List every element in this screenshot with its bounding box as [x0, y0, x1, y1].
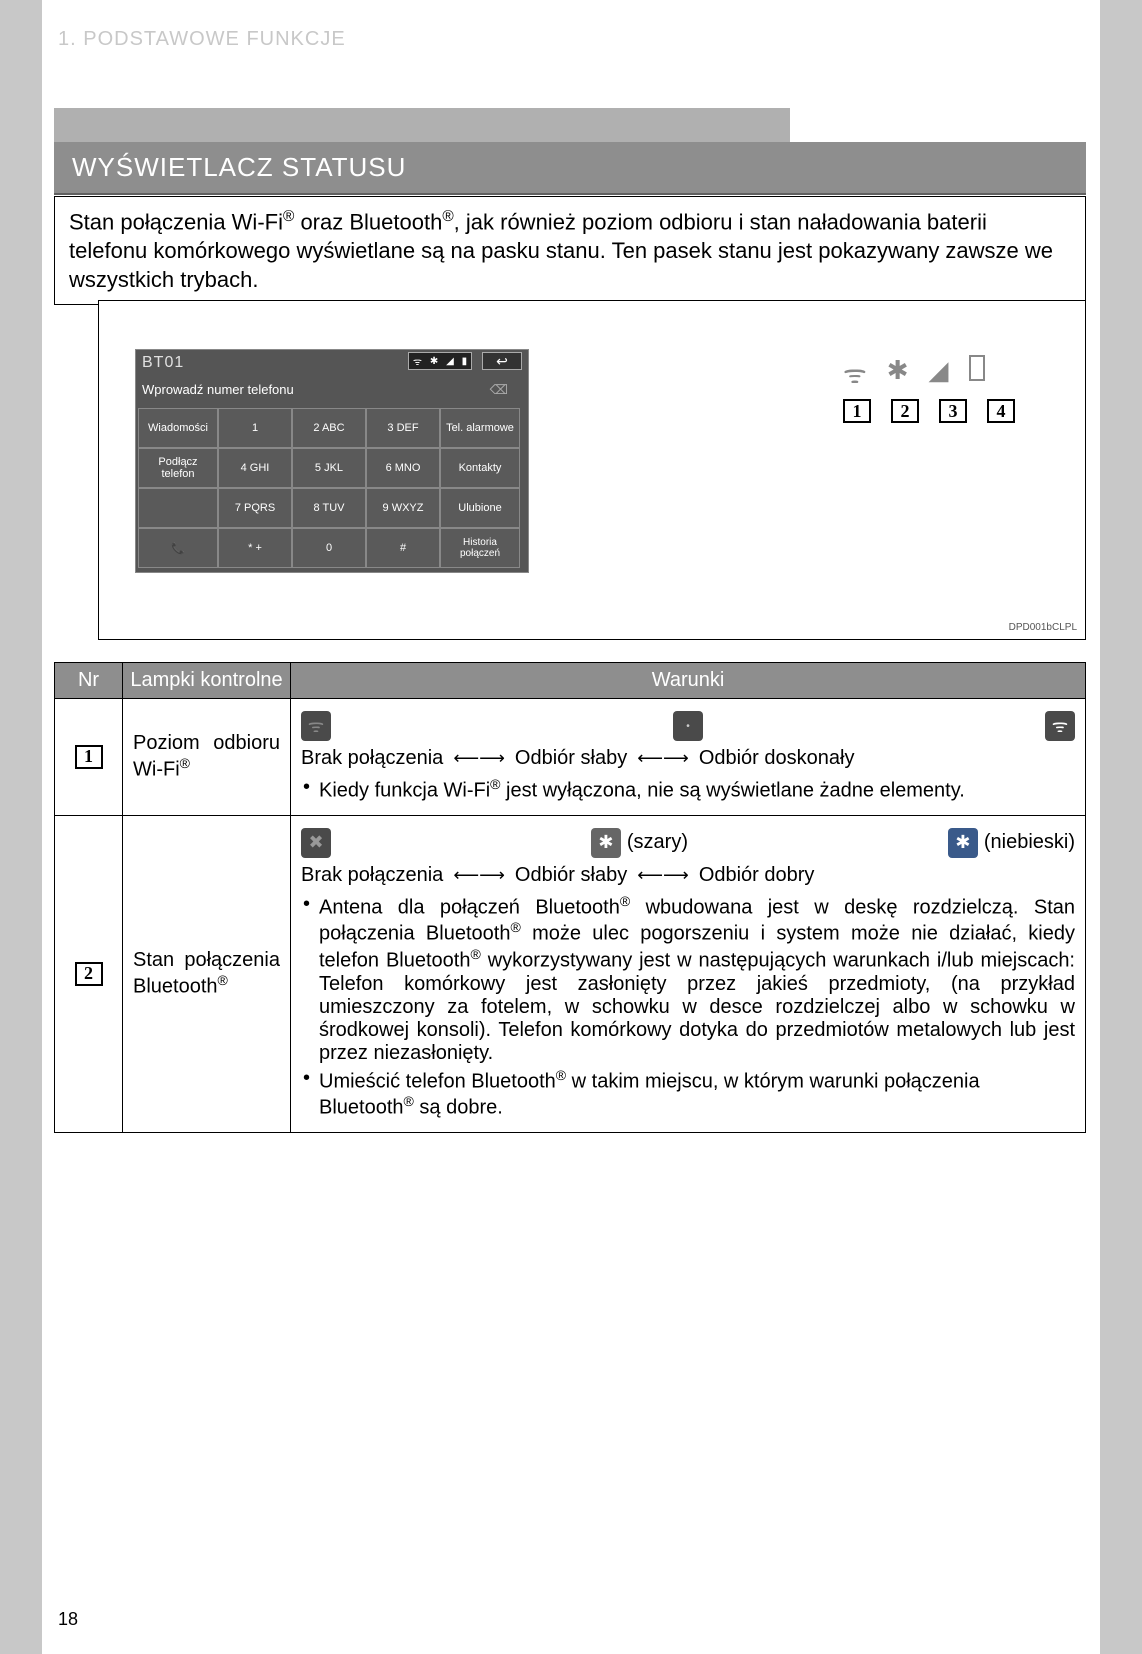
key-star[interactable]: * +	[218, 528, 292, 568]
th-nr: Nr	[55, 663, 123, 699]
right-btn[interactable]: Tel. alarmowe	[440, 408, 520, 448]
legend-num: 3	[939, 399, 967, 423]
right-btn[interactable]: Kontakty	[440, 448, 520, 488]
signal-icon: ◢	[929, 355, 949, 391]
signal-icon: ◢	[446, 356, 454, 367]
bt-blue-icon: ✱	[948, 828, 978, 858]
bluetooth-icon: ✱	[430, 356, 438, 367]
section-header: WYŚWIETLACZ STATUSU	[54, 108, 1086, 195]
key-9[interactable]: 9 WXYZ	[366, 488, 440, 528]
legend-num: 2	[891, 399, 919, 423]
battery-icon: ▮	[462, 356, 468, 367]
row-num: 2	[75, 962, 103, 986]
bt-blue-label: (niebieski)	[984, 831, 1075, 854]
breadcrumb: 1. PODSTAWOWE FUNKCJE	[42, 20, 1100, 56]
key-hash[interactable]: #	[366, 528, 440, 568]
bluetooth-icon: ✱	[887, 355, 909, 391]
bt-gray-icon: ✱	[591, 828, 621, 858]
bi-arrow-icon: ⟵⟶	[637, 865, 689, 886]
bullet: Umieścić telefon Bluetooth® w takim miej…	[301, 1067, 1075, 1120]
row-label: Stan połączenia Bluetooth®	[123, 815, 291, 1132]
wifi-off-icon: ᯤ	[301, 711, 331, 741]
bi-arrow-icon: ⟵⟶	[453, 865, 505, 886]
table-row: 2 Stan połączenia Bluetooth® ✖ ✱ (szary)…	[55, 815, 1086, 1132]
label-good: Odbiór dobry	[699, 864, 815, 887]
label-off: Brak połączenia	[301, 864, 443, 887]
bt-off-icon: ✖	[301, 828, 331, 858]
page-number: 18	[58, 1609, 78, 1630]
key-2[interactable]: 2 ABC	[292, 408, 366, 448]
battery-icon	[969, 355, 985, 381]
row-num: 1	[75, 745, 103, 769]
key-8[interactable]: 8 TUV	[292, 488, 366, 528]
key-5[interactable]: 5 JKL	[292, 448, 366, 488]
wifi-icon: ᯤ	[843, 355, 867, 391]
keypad: Wiadomości 1 2 ABC 3 DEF Tel. alarmowe P…	[138, 408, 528, 568]
wifi-weak-icon: •	[673, 711, 703, 741]
legend: ᯤ ✱ ◢ 1 2 3 4	[843, 355, 1015, 423]
right-btn[interactable]: Ulubione	[440, 488, 520, 528]
wifi-icon: ᯤ	[413, 354, 422, 368]
bullet: Kiedy funkcja Wi-Fi® jest wyłączona, nie…	[301, 776, 1075, 803]
side-btn	[138, 488, 218, 528]
status-table: Nr Lampki kontrolne Warunki 1 Poziom odb…	[54, 662, 1086, 1133]
bi-arrow-icon: ⟵⟶	[453, 748, 505, 769]
phone-title: BT01	[142, 354, 184, 372]
key-4[interactable]: 4 GHI	[218, 448, 292, 488]
legend-num: 4	[987, 399, 1015, 423]
side-btn[interactable]: Podłącz telefon	[138, 448, 218, 488]
figure-code: DPD001bCLPL	[1009, 622, 1077, 633]
row-cond: ᯤ • ᯤ Brak połączenia ⟵⟶ Odbiór słaby ⟵⟶…	[291, 699, 1086, 816]
bi-arrow-icon: ⟵⟶	[637, 748, 689, 769]
backspace-icon[interactable]: ⌫	[490, 382, 508, 398]
legend-num: 1	[843, 399, 871, 423]
page: 1. PODSTAWOWE FUNKCJE WYŚWIETLACZ STATUS…	[42, 0, 1100, 1654]
label-mid: Odbiór słaby	[515, 747, 627, 770]
key-0[interactable]: 0	[292, 528, 366, 568]
intro-text: Stan połączenia Wi-Fi® oraz Bluetooth®, …	[54, 196, 1086, 305]
back-button[interactable]: ↩	[482, 352, 522, 370]
figure: BT01 ᯤ ✱ ◢ ▮ ↩ Wprowadź numer telefonu ⌫…	[98, 300, 1086, 640]
th-lamp: Lampki kontrolne	[123, 663, 291, 699]
key-1[interactable]: 1	[218, 408, 292, 448]
row-cond: ✖ ✱ (szary) ✱ (niebieski) Brak połączeni…	[291, 815, 1086, 1132]
table-row: 1 Poziom odbioru Wi-Fi® ᯤ • ᯤ Brak połąc…	[55, 699, 1086, 816]
bullet: Antena dla połączeń Bluetooth® wbudowana…	[301, 893, 1075, 1065]
key-7[interactable]: 7 PQRS	[218, 488, 292, 528]
key-6[interactable]: 6 MNO	[366, 448, 440, 488]
label-good: Odbiór doskonały	[699, 747, 855, 770]
key-3[interactable]: 3 DEF	[366, 408, 440, 448]
wifi-good-icon: ᯤ	[1045, 711, 1075, 741]
label-mid: Odbiór słaby	[515, 864, 627, 887]
label-off: Brak połączenia	[301, 747, 443, 770]
th-cond: Warunki	[291, 663, 1086, 699]
call-icon[interactable]: 📞	[138, 528, 218, 568]
right-btn[interactable]: Historia połączeń	[440, 528, 520, 568]
row-label: Poziom odbioru Wi-Fi®	[123, 699, 291, 816]
side-btn[interactable]: Wiadomości	[138, 408, 218, 448]
phone-status-bar: ᯤ ✱ ◢ ▮	[408, 352, 472, 370]
phone-input-label: Wprowadź numer telefonu	[142, 382, 294, 397]
section-title: WYŚWIETLACZ STATUSU	[54, 142, 1086, 195]
bt-gray-label: (szary)	[627, 831, 688, 854]
phone-screenshot: BT01 ᯤ ✱ ◢ ▮ ↩ Wprowadź numer telefonu ⌫…	[135, 349, 529, 573]
